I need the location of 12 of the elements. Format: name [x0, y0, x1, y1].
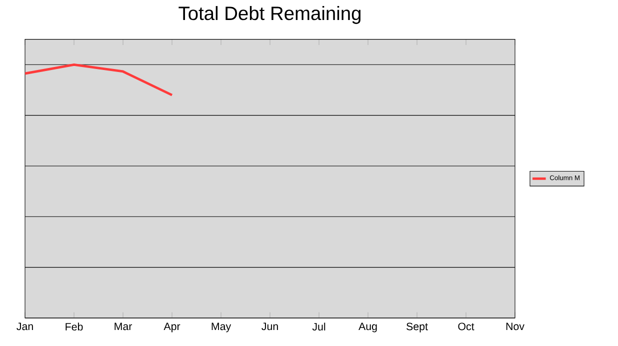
- x-tick-label: Apr: [164, 322, 180, 332]
- x-tick-label: Feb: [66, 322, 83, 331]
- x-tick-label: Jan: [16, 322, 33, 330]
- x-tick-label: Jul: [312, 322, 326, 331]
- x-tick-label: Aug: [358, 322, 377, 332]
- x-tick-label: May: [212, 322, 232, 332]
- x-tick-label: Oct: [458, 322, 474, 330]
- x-tick-label: Mar: [114, 322, 132, 330]
- x-tick-label: Sept: [406, 322, 428, 332]
- chart-title: Total Debt Remaining: [178, 6, 360, 24]
- x-tick-label: Nov: [506, 322, 524, 330]
- x-tick-label: Jun: [262, 322, 278, 330]
